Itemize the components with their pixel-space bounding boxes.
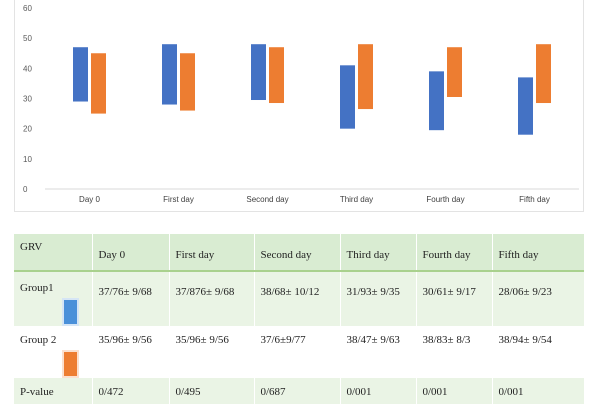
table-cell: 28/06± 9/23: [492, 270, 584, 326]
table-cell: 30/61± 9/17: [416, 270, 493, 326]
table-row-pvalue: P-value 0/472 0/495 0/687 0/001 0/001 0/…: [14, 378, 584, 404]
range-bar-series2: [536, 44, 551, 104]
x-tick-label: Second day: [246, 195, 288, 204]
header-cell: GRV: [14, 234, 93, 271]
range-bar-series1: [429, 71, 444, 131]
table-cell: 35/96± 9/56: [169, 326, 255, 378]
header-cell: First day: [169, 234, 255, 271]
y-tick-label: 60: [23, 4, 32, 13]
table-cell: 38/47± 9/63: [340, 326, 417, 378]
table-cell: 0/001: [340, 378, 417, 404]
x-tick-label: Fourth day: [426, 195, 464, 204]
table-row-group1: Group1 37/76± 9/68 37/876± 9/68 38/68± 1…: [14, 270, 584, 326]
x-tick-label: Day 0: [79, 195, 100, 204]
table-cell: 31/93± 9/35: [340, 270, 417, 326]
y-tick-label: 20: [23, 125, 32, 134]
range-bar-series2: [358, 44, 373, 110]
x-tick-label: Fifth day: [519, 195, 550, 204]
y-tick-label: 0: [23, 185, 28, 194]
header-cell: Fifth day: [492, 234, 584, 271]
legend-swatch-group2: [62, 350, 79, 378]
row-label: Group 2: [20, 334, 57, 346]
row-label-cell: Group 2: [14, 326, 93, 378]
range-bar-series1: [73, 47, 88, 102]
row-label-cell: Group1: [14, 270, 93, 326]
y-tick-label: 30: [23, 95, 32, 104]
table-header-row: GRV Day 0 First day Second day Third day…: [14, 234, 584, 271]
table-cell: 0/495: [169, 378, 255, 404]
y-tick-label: 10: [23, 155, 32, 164]
y-tick-label: 50: [23, 34, 32, 43]
header-cell: Third day: [340, 234, 417, 271]
range-bar-series1: [162, 44, 177, 105]
row-label-cell: P-value: [14, 378, 93, 404]
header-cell: Day 0: [92, 234, 170, 271]
range-bar-series1: [518, 77, 533, 135]
legend-swatch-group1: [62, 298, 79, 326]
header-cell: Second day: [254, 234, 341, 271]
header-cell: Fourth day: [416, 234, 493, 271]
x-tick-label: Third day: [340, 195, 373, 204]
range-bar-chart: 0 10 20 30 40 50 60 Day 0 First day Second day Thi…: [23, 4, 579, 204]
table-row-group2: Group 2 35/96± 9/56 35/96± 9/56 37/6±9/7…: [14, 326, 584, 378]
table-cell: 37/876± 9/68: [169, 270, 255, 326]
chart-area: 0 10 20 30 40 50 60 Day 0 First day Second day Thi…: [14, 0, 584, 212]
y-tick-label: 40: [23, 64, 32, 73]
range-bar-series1: [251, 44, 266, 101]
range-bar-series2: [91, 53, 106, 114]
table-cell: 38/94± 9/54: [492, 326, 584, 378]
x-tick-label: First day: [163, 195, 194, 204]
table-cell: 0/687: [254, 378, 341, 404]
range-bar-series2: [180, 53, 195, 111]
range-bar-series2: [269, 47, 284, 104]
grv-table: GRV Day 0 First day Second day Third day…: [14, 234, 584, 404]
table-cell: 0/001: [416, 378, 493, 404]
table-cell: 38/83± 8/3: [416, 326, 493, 378]
table-cell: 37/76± 9/68: [92, 270, 170, 326]
range-bar-series1: [340, 65, 355, 129]
table-cell: 0/001: [492, 378, 584, 404]
row-label: Group1: [20, 282, 54, 294]
range-bar-series2: [447, 47, 462, 97]
table-cell: 35/96± 9/56: [92, 326, 170, 378]
table-cell: 0/472: [92, 378, 170, 404]
table-cell: 38/68± 10/12: [254, 270, 341, 326]
table-cell: 37/6±9/77: [254, 326, 341, 378]
